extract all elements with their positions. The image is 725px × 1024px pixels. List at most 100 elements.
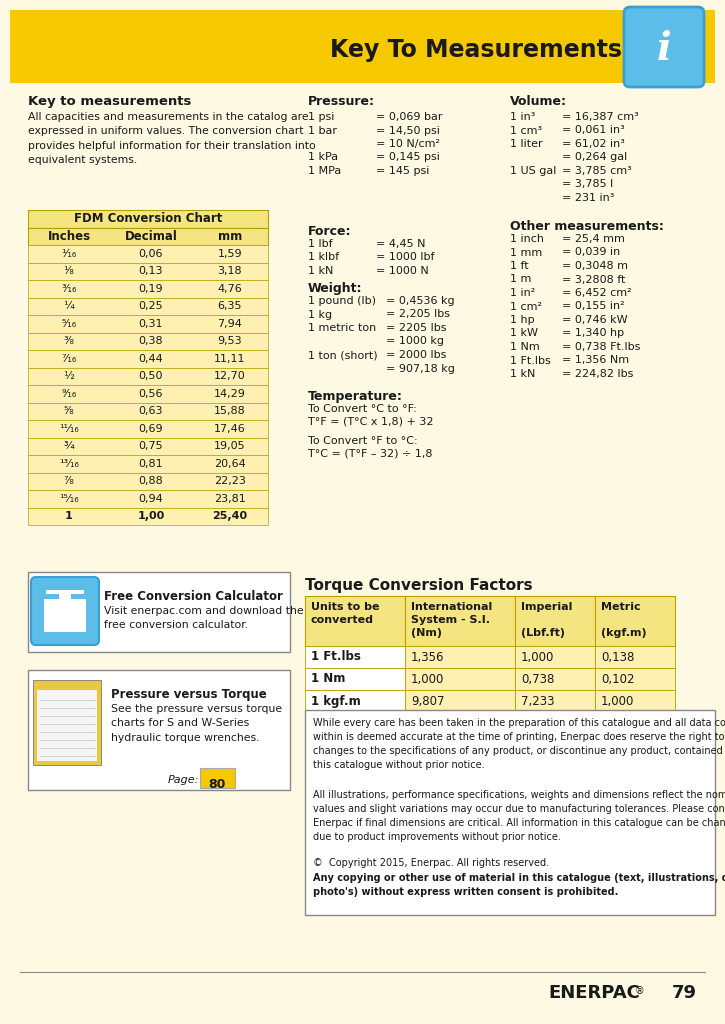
Text: 15,88: 15,88 (214, 407, 246, 416)
Bar (28, 402, 268, 420)
Bar (33, 680, 101, 765)
Text: 0,44: 0,44 (138, 353, 163, 364)
Text: 0,38: 0,38 (138, 336, 163, 346)
Bar (595, 596, 675, 646)
Bar (515, 596, 595, 646)
Text: 14,29: 14,29 (214, 389, 246, 398)
Text: = 2205 lbs: = 2205 lbs (386, 323, 447, 333)
Text: 7,233: 7,233 (521, 694, 555, 708)
Text: = 3,785 l: = 3,785 l (562, 179, 613, 189)
Text: 0,102: 0,102 (601, 673, 634, 685)
Bar (28, 315, 268, 333)
Bar (305, 596, 405, 646)
Text: ⁵⁄₈: ⁵⁄₈ (64, 407, 74, 416)
Bar (305, 690, 405, 712)
Bar (305, 710, 715, 915)
Text: T°C = (T°F – 32) ÷ 1,8: T°C = (T°F – 32) ÷ 1,8 (308, 449, 433, 459)
Text: 9,53: 9,53 (218, 336, 242, 346)
Bar (28, 437, 268, 455)
Text: 9,807: 9,807 (411, 694, 444, 708)
Text: = 0,145 psi: = 0,145 psi (376, 153, 440, 163)
Text: Other measurements:: Other measurements: (510, 220, 664, 233)
Text: 1 kg: 1 kg (308, 309, 332, 319)
Text: 1 cm²: 1 cm² (510, 301, 542, 311)
Text: = 0,3048 m: = 0,3048 m (562, 261, 628, 271)
Bar (28, 508, 268, 525)
Text: 1 in³: 1 in³ (510, 112, 535, 122)
Text: ³⁄₁₆: ³⁄₁₆ (62, 284, 77, 294)
Text: 1 MPa: 1 MPa (308, 166, 341, 176)
Text: Imperial

(Lbf.ft): Imperial (Lbf.ft) (521, 602, 572, 638)
Bar (515, 668, 595, 690)
Text: = 231 in³: = 231 in³ (562, 193, 614, 203)
Text: 1 Nm: 1 Nm (510, 342, 539, 352)
Text: 20,64: 20,64 (214, 459, 246, 469)
Text: = 14,50 psi: = 14,50 psi (376, 126, 440, 135)
Text: = 0,039 in: = 0,039 in (562, 248, 621, 257)
Text: To Convert °F to °C:: To Convert °F to °C: (308, 436, 418, 446)
Text: 0,75: 0,75 (138, 441, 163, 452)
Text: 1 pound (lb): 1 pound (lb) (308, 296, 376, 306)
Text: Torque Conversion Factors: Torque Conversion Factors (305, 578, 533, 593)
Text: 1 Ft.lbs: 1 Ft.lbs (311, 650, 361, 664)
Bar (200, 768, 235, 788)
Text: = 0,155 in²: = 0,155 in² (562, 301, 625, 311)
Text: 1 liter: 1 liter (510, 139, 542, 150)
Text: 1 metric ton: 1 metric ton (308, 323, 376, 333)
Text: Pressure:: Pressure: (308, 95, 375, 108)
Bar (37, 690, 97, 761)
Text: Temperature:: Temperature: (308, 390, 403, 403)
Text: 1 klbf: 1 klbf (308, 253, 339, 262)
Text: 1,000: 1,000 (521, 650, 555, 664)
Bar (28, 490, 268, 508)
Text: 1 kW: 1 kW (510, 329, 538, 339)
Text: 0,06: 0,06 (138, 249, 163, 259)
Bar (405, 668, 515, 690)
Text: = 0,738 Ft.lbs: = 0,738 Ft.lbs (562, 342, 640, 352)
Text: ⁵⁄₁₆: ⁵⁄₁₆ (62, 318, 77, 329)
Bar (46, 590, 84, 594)
Bar (595, 646, 675, 668)
Text: 1 bar: 1 bar (308, 126, 337, 135)
Text: ©  Copyright 2015, Enerpac. All rights reserved.: © Copyright 2015, Enerpac. All rights re… (313, 858, 549, 868)
Text: 0,56: 0,56 (138, 389, 163, 398)
Text: Any copying or other use of material in this catalogue (text, illustrations, dra: Any copying or other use of material in … (313, 873, 725, 897)
Text: All capacities and measurements in the catalog are
expressed in uniform values. : All capacities and measurements in the c… (28, 112, 316, 165)
Bar (28, 333, 268, 350)
Bar (10, 10, 715, 83)
Bar (595, 668, 675, 690)
Text: ¼: ¼ (64, 301, 75, 311)
Text: 1 kN: 1 kN (510, 369, 535, 379)
Text: Units to be
converted: Units to be converted (311, 602, 379, 626)
Text: 1: 1 (65, 511, 73, 521)
Text: 0,19: 0,19 (138, 284, 163, 294)
FancyBboxPatch shape (31, 577, 99, 645)
Text: ®: ® (635, 986, 645, 996)
Text: = 1000 N: = 1000 N (376, 266, 428, 276)
Text: 1 lbf: 1 lbf (308, 239, 333, 249)
Bar (305, 668, 405, 690)
Bar (28, 420, 268, 437)
Text: ¹⁄₈: ¹⁄₈ (64, 266, 75, 276)
Text: 23,81: 23,81 (214, 494, 246, 504)
Text: 1 m: 1 m (510, 274, 531, 285)
Text: ¹³⁄₁₆: ¹³⁄₁₆ (59, 459, 79, 469)
Text: 1 ft: 1 ft (510, 261, 529, 271)
Text: 4,76: 4,76 (218, 284, 242, 294)
Text: Decimal: Decimal (125, 229, 178, 243)
Text: = 3,2808 ft: = 3,2808 ft (562, 274, 626, 285)
Text: = 1000 lbf: = 1000 lbf (376, 253, 434, 262)
Text: ⁷⁄₁₆: ⁷⁄₁₆ (62, 353, 77, 364)
Text: 1 kgf.m: 1 kgf.m (311, 694, 361, 708)
Text: 22,23: 22,23 (214, 476, 246, 486)
Bar (515, 646, 595, 668)
Text: Key to measurements: Key to measurements (28, 95, 191, 108)
Text: 1 ton (short): 1 ton (short) (308, 350, 378, 360)
Text: All illustrations, performance specifications, weights and dimensions reflect th: All illustrations, performance specifica… (313, 790, 725, 842)
Text: 0,25: 0,25 (138, 301, 163, 311)
Text: = 3,785 cm³: = 3,785 cm³ (562, 166, 631, 176)
Text: 25,40: 25,40 (212, 511, 247, 521)
Text: 0,69: 0,69 (138, 424, 163, 434)
Bar (28, 298, 268, 315)
Text: mm: mm (218, 229, 242, 243)
